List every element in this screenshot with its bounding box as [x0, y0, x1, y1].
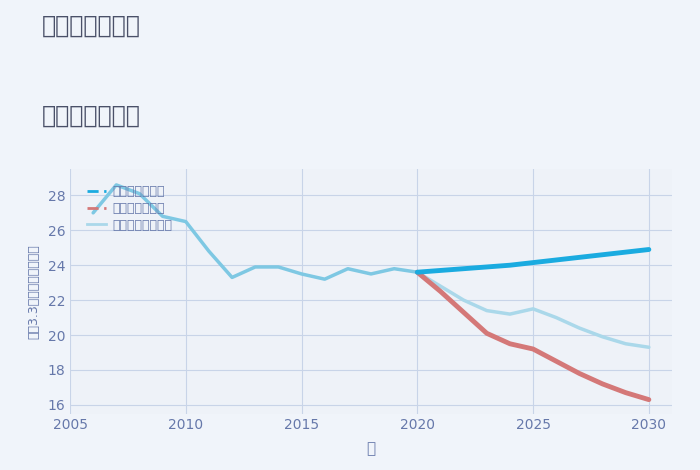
Text: 埼玉県籠原駅の: 埼玉県籠原駅の [42, 14, 141, 38]
X-axis label: 年: 年 [366, 441, 376, 456]
Text: 土地の価格推移: 土地の価格推移 [42, 103, 141, 127]
Legend: グッドシナリオ, バッドシナリオ, ノーマルシナリオ: グッドシナリオ, バッドシナリオ, ノーマルシナリオ [83, 180, 177, 237]
Y-axis label: 坪（3.3㎡）単価（万円）: 坪（3.3㎡）単価（万円） [27, 244, 41, 339]
